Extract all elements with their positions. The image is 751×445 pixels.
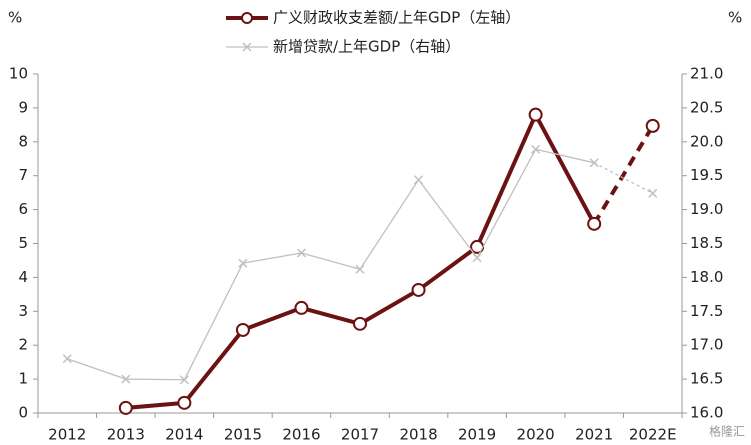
x-tick-label: 2012	[48, 426, 86, 444]
y-tick-label: 4	[18, 268, 28, 286]
series-line-forecast	[592, 124, 655, 225]
marker	[648, 188, 658, 198]
x-tick-label: 2015	[224, 426, 262, 444]
x-tick-label: 2016	[282, 426, 320, 444]
y-tick-label: 3	[18, 302, 28, 320]
legend-marker	[242, 42, 252, 52]
marker	[411, 282, 426, 297]
marker	[353, 316, 367, 331]
marker	[235, 322, 250, 337]
marker	[355, 264, 365, 274]
y-tick-label: 9	[18, 98, 28, 116]
series-line	[125, 112, 596, 410]
series-line	[67, 148, 595, 381]
marker	[528, 107, 543, 122]
y2-tick-label: 18.0	[690, 268, 723, 286]
marker	[179, 375, 189, 385]
y2-tick-label: 16.0	[690, 404, 723, 422]
marker	[414, 175, 424, 185]
y-tick-label: 0	[18, 404, 28, 422]
y-tick-label: 5	[18, 234, 28, 252]
marker	[587, 216, 602, 231]
y2-tick-label: 16.5	[690, 370, 723, 388]
marker	[589, 158, 599, 168]
x-tick-label: 2018	[399, 426, 437, 444]
marker	[238, 258, 248, 268]
x-tick-label: 2020	[517, 426, 555, 444]
legend-label: 广义财政收支差额/上年GDP（左轴）	[273, 9, 520, 27]
marker	[294, 300, 309, 315]
y2-tick-label: 18.5	[690, 234, 723, 252]
x-tick-label: 2014	[165, 426, 203, 444]
y-unit: %	[8, 9, 22, 27]
x-tick-label: 2022E	[629, 426, 677, 444]
y2-tick-label: 17.5	[690, 302, 723, 320]
y2-tick-label: 20.0	[690, 132, 723, 150]
marker	[472, 253, 482, 263]
y-tick-label: 2	[18, 336, 28, 354]
marker	[118, 400, 133, 415]
y2-tick-label: 19.0	[690, 200, 723, 218]
y-tick-label: 6	[18, 200, 28, 218]
x-tick-label: 2017	[341, 426, 379, 444]
legend-marker	[241, 12, 253, 24]
y-tick-label: 7	[18, 166, 28, 184]
y2-tick-label: 19.5	[690, 166, 723, 184]
x-tick-label: 2021	[575, 426, 613, 444]
marker	[645, 118, 660, 133]
marker	[296, 248, 306, 258]
y2-tick-label: 20.5	[690, 98, 723, 116]
marker	[531, 144, 541, 154]
marker	[62, 354, 72, 364]
x-tick-label: 2013	[107, 426, 145, 444]
watermark: 格隆汇	[709, 424, 745, 439]
x-tick-label: 2019	[458, 426, 496, 444]
legend-label: 新增贷款/上年GDP（右轴）	[273, 38, 460, 56]
y-tick-label: 8	[18, 132, 28, 150]
y2-tick-label: 21.0	[690, 65, 723, 83]
y2-tick-label: 17.0	[690, 336, 723, 354]
series-line-forecast	[593, 162, 654, 194]
y-tick-label: 1	[18, 370, 28, 388]
marker	[121, 374, 131, 384]
y2-unit: %	[728, 9, 742, 27]
marker	[177, 395, 192, 410]
y-tick-label: 10	[9, 65, 28, 83]
